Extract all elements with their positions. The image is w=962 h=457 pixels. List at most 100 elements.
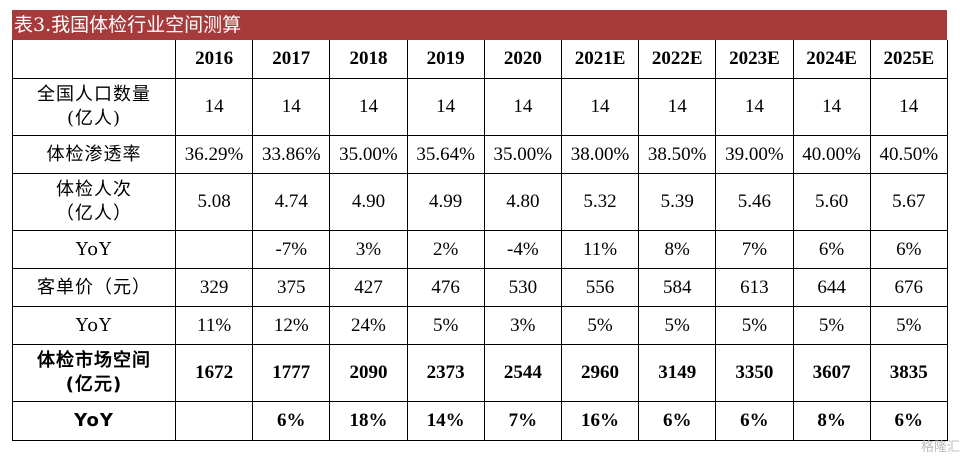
table-cell: 427 <box>329 268 408 307</box>
table-cell: 4.99 <box>407 173 485 231</box>
market-size-row: 体检市场空间 (亿元) 1672 1777 2090 2373 2544 2960 3149 33… <box>12 344 948 402</box>
exam-visits-row: 体检人次 （亿人） 5.08 4.74 4.90 4.99 4.80 5.32 5.39 5.46… <box>12 173 948 231</box>
year-header: 2021E <box>561 40 640 79</box>
visits-yoy-row: YoY -7% 3% 2% -4% 11% 8% 7% 6% 6% <box>12 230 948 269</box>
market-yoy-row: YoY 6% 18% 14% 7% 16% 6% 6% 8% 6% <box>12 401 948 441</box>
table-cell <box>175 401 254 441</box>
table-cell: 5% <box>407 306 485 345</box>
row-label-line1: 体检人次 <box>56 179 132 200</box>
table-cell: 329 <box>175 268 254 307</box>
table-cell: 4.74 <box>252 173 331 231</box>
table-cell: 5.60 <box>793 173 871 231</box>
population-row: 全国人口数量 (亿人) 14 14 14 14 14 14 14 14 14 14 <box>12 78 948 136</box>
table-cell: 3835 <box>870 344 948 402</box>
table-cell: 7% <box>484 401 562 441</box>
table-cell: 35.00% <box>329 135 408 174</box>
table-cell: 2090 <box>329 344 408 402</box>
table-cell: 5% <box>715 306 794 345</box>
table-cell: 530 <box>484 268 562 307</box>
table-cell: 3149 <box>638 344 717 402</box>
row-label: 体检市场空间 (亿元) <box>12 344 176 402</box>
table-cell: 1672 <box>175 344 254 402</box>
table-cell: 584 <box>638 268 717 307</box>
row-label: 体检渗透率 <box>12 135 176 174</box>
table-cell: 4.80 <box>484 173 562 231</box>
year-header: 2017 <box>252 40 331 79</box>
table-cell: 5.39 <box>638 173 717 231</box>
table-cell: 14 <box>793 78 871 136</box>
table-cell: 375 <box>252 268 331 307</box>
table-cell: 14 <box>175 78 254 136</box>
table-cell: 35.00% <box>484 135 562 174</box>
table-cell: 11% <box>175 306 254 345</box>
price-yoy-row: YoY 11% 12% 24% 5% 3% 5% 5% 5% 5% 5% <box>12 306 948 345</box>
table-cell: 2% <box>407 230 485 269</box>
table-cell: 14% <box>407 401 485 441</box>
table-cell: 14 <box>561 78 640 136</box>
row-label-line2: (亿人) <box>66 108 122 129</box>
table-cell: 2960 <box>561 344 640 402</box>
unit-price-row: 客单价（元） 329 375 427 476 530 556 584 613 644 676 <box>12 268 948 307</box>
year-header: 2016 <box>175 40 254 79</box>
table-cell: -7% <box>252 230 331 269</box>
header-row: 2016 2017 2018 2019 2020 2021E 2022E 202… <box>12 40 948 79</box>
table-cell: 644 <box>793 268 871 307</box>
year-header: 2024E <box>793 40 871 79</box>
table-cell: 36.29% <box>175 135 254 174</box>
table-cell: 18% <box>329 401 408 441</box>
table-cell: 38.00% <box>561 135 640 174</box>
table-cell: 2373 <box>407 344 485 402</box>
table-cell: 16% <box>561 401 640 441</box>
table-cell: 676 <box>870 268 948 307</box>
table-cell: 6% <box>638 401 717 441</box>
table-cell: 556 <box>561 268 640 307</box>
table-cell <box>175 230 254 269</box>
row-label-line1: 体检市场空间 <box>37 350 151 371</box>
table-cell: 35.64% <box>407 135 485 174</box>
table-cell: 14 <box>484 78 562 136</box>
table-cell: 40.00% <box>793 135 871 174</box>
table-cell: 5% <box>638 306 717 345</box>
table-cell: 1777 <box>252 344 331 402</box>
table-cell: 14 <box>870 78 948 136</box>
table-cell: 5% <box>793 306 871 345</box>
row-label: 全国人口数量 (亿人) <box>12 78 176 136</box>
table-cell: 14 <box>252 78 331 136</box>
table-cell: 4.90 <box>329 173 408 231</box>
row-label-line1: YoY <box>74 410 114 431</box>
table-cell: 476 <box>407 268 485 307</box>
table-cell: 14 <box>407 78 485 136</box>
table-cell: 5% <box>561 306 640 345</box>
year-header: 2018 <box>329 40 408 79</box>
table-cell: 8% <box>793 401 871 441</box>
row-label-line1: YoY <box>75 238 113 260</box>
table-cell: 12% <box>252 306 331 345</box>
table-cell: 613 <box>715 268 794 307</box>
table-cell: -4% <box>484 230 562 269</box>
row-label-line1: YoY <box>75 314 113 336</box>
table-cell: 6% <box>793 230 871 269</box>
table-cell: 8% <box>638 230 717 269</box>
table-cell: 14 <box>638 78 717 136</box>
table-cell: 5.08 <box>175 173 254 231</box>
table-cell: 6% <box>870 230 948 269</box>
table-cell: 38.50% <box>638 135 717 174</box>
row-label: 客单价（元） <box>12 268 176 307</box>
table-cell: 5.32 <box>561 173 640 231</box>
table-cell: 39.00% <box>715 135 794 174</box>
table-cell: 3350 <box>715 344 794 402</box>
table-cell: 3% <box>329 230 408 269</box>
table-title: 表3.我国体检行业空间测算 <box>12 10 947 40</box>
year-header: 2019 <box>407 40 485 79</box>
table-cell: 11% <box>561 230 640 269</box>
table-cell: 6% <box>252 401 331 441</box>
row-label-line2: （亿人） <box>56 203 132 224</box>
table-cell: 40.50% <box>870 135 948 174</box>
table-cell: 5% <box>870 306 948 345</box>
row-label-line2: (亿元) <box>65 374 123 395</box>
row-label-line1: 客单价（元） <box>37 276 151 298</box>
table-cell: 2544 <box>484 344 562 402</box>
row-label: YoY <box>12 306 176 345</box>
table-cell: 5.67 <box>870 173 948 231</box>
year-header: 2023E <box>715 40 794 79</box>
